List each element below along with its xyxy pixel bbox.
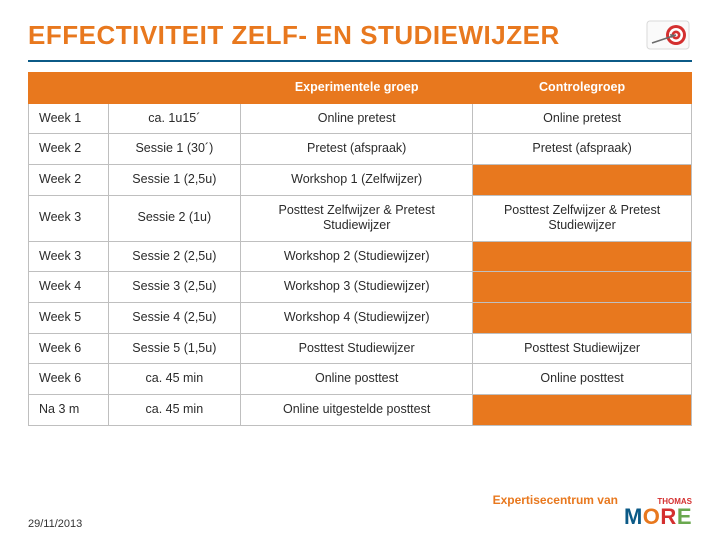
cell-week: Week 4 xyxy=(29,272,109,303)
cell-session: Sessie 4 (2,5u) xyxy=(108,303,241,334)
logo-letter-r: R xyxy=(660,504,676,530)
table-row: Week 3Sessie 2 (1u)Posttest Zelfwijzer &… xyxy=(29,195,692,241)
cell-control: Posttest Studiewijzer xyxy=(473,333,692,364)
cell-control: Posttest Zelfwijzer & Pretest Studiewijz… xyxy=(473,195,692,241)
cell-session: ca. 45 min xyxy=(108,394,241,425)
cell-control xyxy=(473,394,692,425)
col-header-experimental: Experimentele groep xyxy=(241,73,473,104)
cell-control xyxy=(473,303,692,334)
table-row: Week 2Sessie 1 (30´)Pretest (afspraak)Pr… xyxy=(29,134,692,165)
cell-week: Week 6 xyxy=(29,364,109,395)
table-row: Week 1ca. 1u15´Online pretestOnline pret… xyxy=(29,103,692,134)
cell-session: Sessie 2 (1u) xyxy=(108,195,241,241)
title-divider xyxy=(28,60,692,62)
schedule-table: Experimentele groep Controlegroep Week 1… xyxy=(28,72,692,426)
cell-control: Online posttest xyxy=(473,364,692,395)
col-header-control: Controlegroep xyxy=(473,73,692,104)
cell-session: Sessie 1 (30´) xyxy=(108,134,241,165)
cell-week: Week 3 xyxy=(29,241,109,272)
cell-experimental: Online uitgestelde posttest xyxy=(241,394,473,425)
cell-week: Week 1 xyxy=(29,103,109,134)
table-row: Week 6ca. 45 minOnline posttestOnline po… xyxy=(29,364,692,395)
table-row: Week 2Sessie 1 (2,5u)Workshop 1 (Zelfwij… xyxy=(29,164,692,195)
cell-week: Week 2 xyxy=(29,164,109,195)
cell-session: ca. 1u15´ xyxy=(108,103,241,134)
brand-logo: MORE xyxy=(624,504,692,530)
cell-experimental: Online posttest xyxy=(241,364,473,395)
cell-week: Week 3 xyxy=(29,195,109,241)
cell-experimental: Pretest (afspraak) xyxy=(241,134,473,165)
cell-control xyxy=(473,241,692,272)
cell-experimental: Workshop 1 (Zelfwijzer) xyxy=(241,164,473,195)
logo-letter-e: E xyxy=(677,504,692,530)
col-header-blank-2 xyxy=(108,73,241,104)
target-icon xyxy=(644,18,692,52)
col-header-blank-1 xyxy=(29,73,109,104)
cell-experimental: Workshop 2 (Studiewijzer) xyxy=(241,241,473,272)
cell-control xyxy=(473,272,692,303)
cell-session: Sessie 2 (2,5u) xyxy=(108,241,241,272)
cell-experimental: Workshop 3 (Studiewijzer) xyxy=(241,272,473,303)
cell-control: Online pretest xyxy=(473,103,692,134)
cell-week: Week 2 xyxy=(29,134,109,165)
cell-session: Sessie 5 (1,5u) xyxy=(108,333,241,364)
footer-date: 29/11/2013 xyxy=(28,518,82,530)
cell-experimental: Online pretest xyxy=(241,103,473,134)
cell-week: Week 6 xyxy=(29,333,109,364)
cell-week: Week 5 xyxy=(29,303,109,334)
logo-letter-o: O xyxy=(643,504,661,530)
table-row: Week 5Sessie 4 (2,5u)Workshop 4 (Studiew… xyxy=(29,303,692,334)
table-row: Week 6Sessie 5 (1,5u)Posttest Studiewijz… xyxy=(29,333,692,364)
brand-label: Expertisecentrum van xyxy=(493,493,618,507)
cell-experimental: Posttest Studiewijzer xyxy=(241,333,473,364)
table-header-row: Experimentele groep Controlegroep xyxy=(29,73,692,104)
cell-week: Na 3 m xyxy=(29,394,109,425)
cell-session: Sessie 1 (2,5u) xyxy=(108,164,241,195)
footer-brand: Expertisecentrum van THOMAS MORE xyxy=(493,493,692,530)
cell-control: Pretest (afspraak) xyxy=(473,134,692,165)
logo-letter-m: M xyxy=(624,504,643,530)
cell-experimental: Workshop 4 (Studiewijzer) xyxy=(241,303,473,334)
cell-session: ca. 45 min xyxy=(108,364,241,395)
table-row: Week 4Sessie 3 (2,5u)Workshop 3 (Studiew… xyxy=(29,272,692,303)
cell-control xyxy=(473,164,692,195)
table-row: Na 3 mca. 45 minOnline uitgestelde postt… xyxy=(29,394,692,425)
cell-experimental: Posttest Zelfwijzer & Pretest Studiewijz… xyxy=(241,195,473,241)
table-row: Week 3Sessie 2 (2,5u)Workshop 2 (Studiew… xyxy=(29,241,692,272)
cell-session: Sessie 3 (2,5u) xyxy=(108,272,241,303)
page-title: EFFECTIVITEIT ZELF- EN STUDIEWIJZER xyxy=(28,20,560,51)
